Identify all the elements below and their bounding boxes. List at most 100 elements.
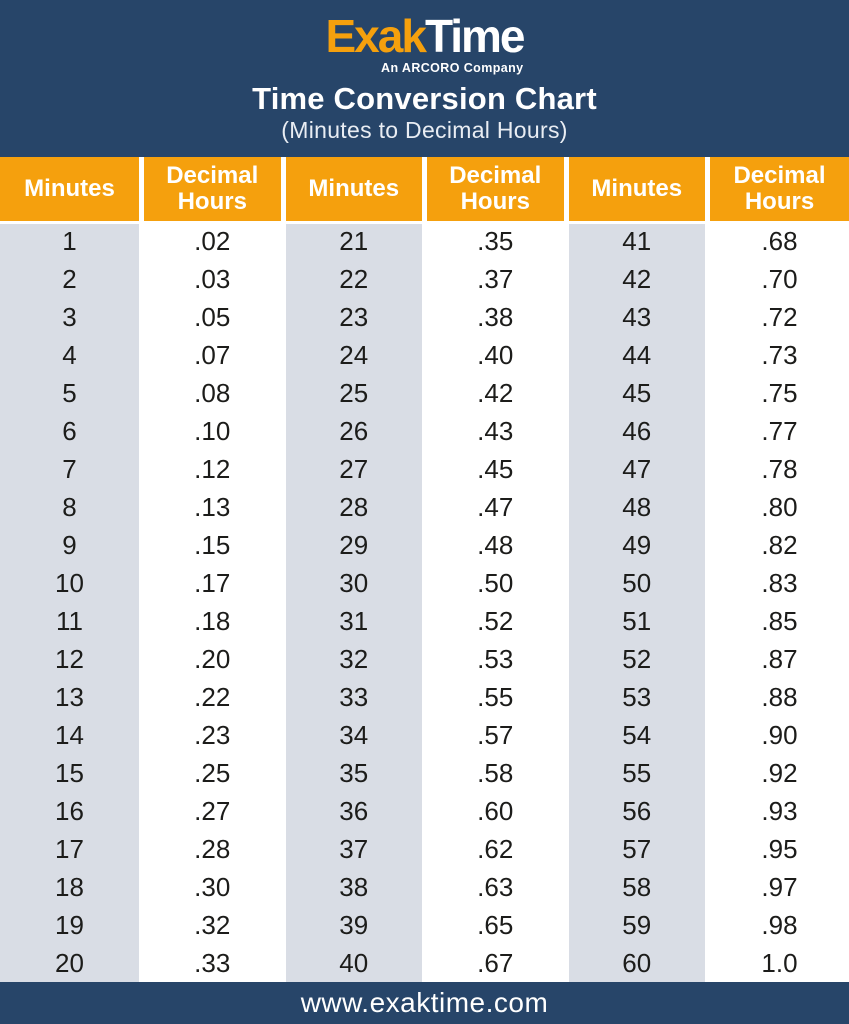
table-row: 12.20 32.53 52.87 <box>0 640 849 678</box>
table-row: 20.33 40.67 60 1.0 <box>0 944 849 982</box>
minutes-cell: 32 <box>280 640 425 678</box>
minutes-cell: 26 <box>280 412 425 450</box>
minutes-cell: 60 <box>563 944 708 982</box>
minutes-cell: 37 <box>280 830 425 868</box>
minutes-cell: 16 <box>0 792 142 830</box>
decimal-hours-cell: .55 <box>422 678 566 716</box>
table-row: 1.02 21.35 41.68 <box>0 222 849 260</box>
decimal-hours-cell: .32 <box>139 906 283 944</box>
decimal-hours-cell: .85 <box>705 602 849 640</box>
decimal-hours-cell: .38 <box>422 298 566 336</box>
decimal-hours-cell: .68 <box>705 222 849 260</box>
decimal-hours-cell: .82 <box>705 526 849 564</box>
minutes-cell: 58 <box>563 868 708 906</box>
decimal-hours-cell: .57 <box>422 716 566 754</box>
minutes-cell: 49 <box>563 526 708 564</box>
decimal-hours-cell: .65 <box>422 906 566 944</box>
column-header-decimal-hours: Decimal Hours <box>705 157 849 224</box>
table-head: Minutes Decimal Hours Minutes Decimal Hours… <box>0 157 849 224</box>
minutes-cell: 38 <box>280 868 425 906</box>
minutes-cell: 18 <box>0 868 142 906</box>
table-row: 6.10 26.43 46.77 <box>0 412 849 450</box>
minutes-cell: 19 <box>0 906 142 944</box>
conversion-table: Minutes Decimal Hours Minutes Decimal Hours… <box>0 157 849 982</box>
minutes-cell: 57 <box>563 830 708 868</box>
minutes-cell: 54 <box>563 716 708 754</box>
minutes-cell: 15 <box>0 754 142 792</box>
decimal-hours-cell: .70 <box>705 260 849 298</box>
decimal-hours-cell: .88 <box>705 678 849 716</box>
decimal-hours-cell: .93 <box>705 792 849 830</box>
table-row: 5.08 25.42 45.75 <box>0 374 849 412</box>
decimal-hours-cell: .18 <box>139 602 283 640</box>
decimal-hours-cell: .75 <box>705 374 849 412</box>
table-row: 15.25 35.58 55.92 <box>0 754 849 792</box>
minutes-cell: 20 <box>0 944 142 982</box>
table-body: 1.02 21.35 41.68 2.03 22.37 42.70 3.05 23.38 43.… <box>0 222 849 982</box>
column-header-minutes: Minutes <box>0 157 142 224</box>
minutes-cell: 7 <box>0 450 142 488</box>
minutes-cell: 24 <box>280 336 425 374</box>
decimal-hours-cell: .60 <box>422 792 566 830</box>
minutes-cell: 12 <box>0 640 142 678</box>
decimal-hours-cell: .52 <box>422 602 566 640</box>
decimal-hours-cell: .37 <box>422 260 566 298</box>
decimal-hours-cell: .13 <box>139 488 283 526</box>
minutes-cell: 3 <box>0 298 142 336</box>
decimal-hours-cell: .58 <box>422 754 566 792</box>
column-header-decimal-hours: Decimal Hours <box>139 157 283 224</box>
decimal-hours-cell: .43 <box>422 412 566 450</box>
table-row: 10.17 30.50 50.83 <box>0 564 849 602</box>
decimal-hours-cell: .53 <box>422 640 566 678</box>
minutes-cell: 4 <box>0 336 142 374</box>
decimal-hours-cell: .87 <box>705 640 849 678</box>
minutes-cell: 33 <box>280 678 425 716</box>
table-row: 19.32 39.65 59.98 <box>0 906 849 944</box>
minutes-cell: 22 <box>280 260 425 298</box>
decimal-hours-cell: .02 <box>139 222 283 260</box>
minutes-cell: 9 <box>0 526 142 564</box>
minutes-cell: 39 <box>280 906 425 944</box>
minutes-cell: 14 <box>0 716 142 754</box>
table-row: 16.27 36.60 56.93 <box>0 792 849 830</box>
logo-tagline: An ARCORO Company <box>381 61 524 75</box>
minutes-cell: 40 <box>280 944 425 982</box>
minutes-cell: 13 <box>0 678 142 716</box>
decimal-hours-cell: .62 <box>422 830 566 868</box>
decimal-hours-cell: .77 <box>705 412 849 450</box>
table-row: 7.12 27.45 47.78 <box>0 450 849 488</box>
minutes-cell: 36 <box>280 792 425 830</box>
minutes-cell: 30 <box>280 564 425 602</box>
minutes-cell: 8 <box>0 488 142 526</box>
column-header-minutes: Minutes <box>563 157 708 224</box>
decimal-hours-cell: 1.0 <box>705 944 849 982</box>
decimal-hours-cell: .50 <box>422 564 566 602</box>
footer: www.exaktime.com <box>0 982 849 1024</box>
table-row: 13.22 33.55 53.88 <box>0 678 849 716</box>
decimal-hours-cell: .33 <box>139 944 283 982</box>
table-row: 4.07 24.40 44.73 <box>0 336 849 374</box>
minutes-cell: 51 <box>563 602 708 640</box>
website-link[interactable]: www.exaktime.com <box>300 987 549 1018</box>
minutes-cell: 5 <box>0 374 142 412</box>
decimal-hours-cell: .48 <box>422 526 566 564</box>
page-title: Time Conversion Chart <box>252 80 597 116</box>
minutes-cell: 45 <box>563 374 708 412</box>
decimal-hours-cell: .45 <box>422 450 566 488</box>
decimal-hours-cell: .67 <box>422 944 566 982</box>
decimal-hours-cell: .12 <box>139 450 283 488</box>
decimal-hours-cell: .73 <box>705 336 849 374</box>
table-row: 8.13 28.47 48.80 <box>0 488 849 526</box>
minutes-cell: 59 <box>563 906 708 944</box>
minutes-cell: 35 <box>280 754 425 792</box>
minutes-cell: 34 <box>280 716 425 754</box>
decimal-hours-cell: .03 <box>139 260 283 298</box>
logo-time: Time <box>424 10 526 62</box>
minutes-cell: 43 <box>563 298 708 336</box>
decimal-hours-cell: .17 <box>139 564 283 602</box>
decimal-hours-cell: .23 <box>139 716 283 754</box>
minutes-cell: 31 <box>280 602 425 640</box>
minutes-cell: 11 <box>0 602 142 640</box>
decimal-hours-cell: .28 <box>139 830 283 868</box>
minutes-cell: 48 <box>563 488 708 526</box>
